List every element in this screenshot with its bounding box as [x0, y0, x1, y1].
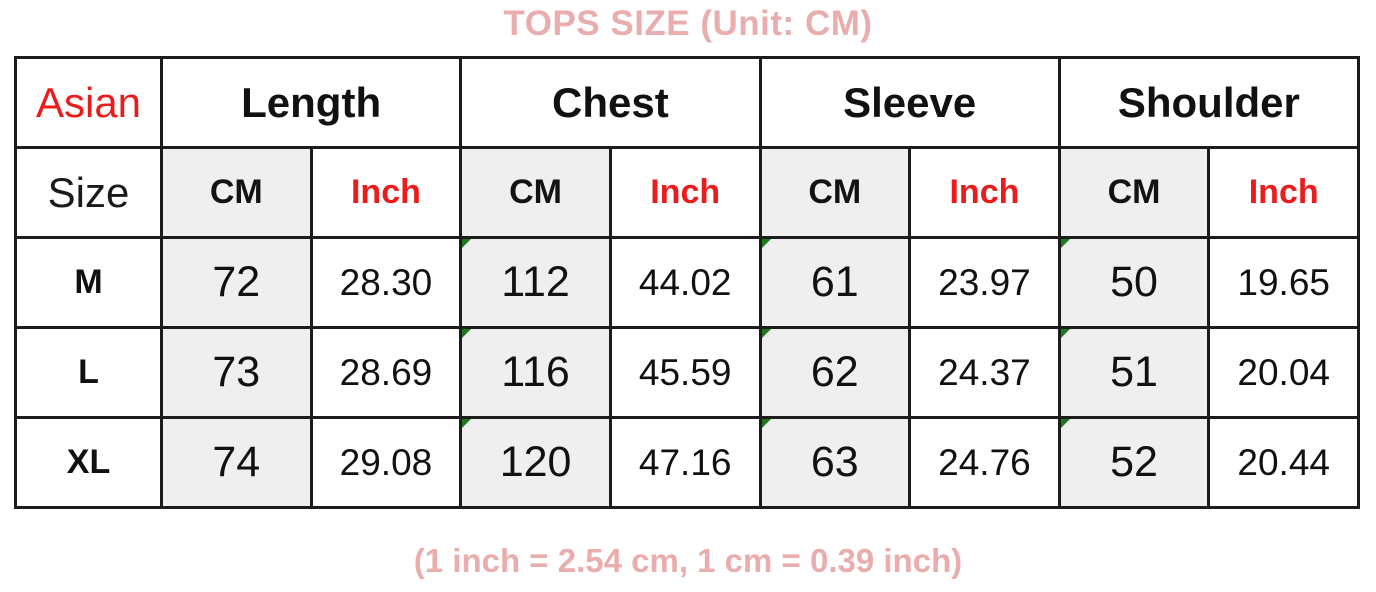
- corner-region-label: Asian: [14, 56, 163, 149]
- table-row-size-l: L 73 28.69 116 45.59 62 24.37 51 20.04: [14, 326, 1360, 419]
- unit-header-chest-inch: Inch: [608, 146, 762, 239]
- table-row-size-xl: XL 74 29.08 120 47.16 63 24.76 52 20.44: [14, 416, 1360, 509]
- size-label-xl: XL: [14, 416, 163, 509]
- cell-m-chest-cm: 112: [459, 236, 612, 329]
- unit-header-sleeve-cm: CM: [758, 146, 912, 239]
- unit-header-shoulder-inch: Inch: [1207, 146, 1360, 239]
- unit-header-chest-cm: CM: [459, 146, 612, 239]
- cell-xl-sleeve-inch: 24.76: [908, 416, 1061, 509]
- group-header-shoulder: Shoulder: [1057, 56, 1361, 149]
- size-label-m: M: [14, 236, 163, 329]
- cell-xl-length-cm: 74: [160, 416, 313, 509]
- cell-l-sleeve-inch: 24.37: [908, 326, 1061, 419]
- corner-size-label: Size: [14, 146, 163, 239]
- cell-xl-shoulder-inch: 20.44: [1207, 416, 1360, 509]
- cell-xl-shoulder-cm: 52: [1057, 416, 1211, 509]
- cell-l-chest-inch: 45.59: [608, 326, 762, 419]
- unit-header-shoulder-cm: CM: [1057, 146, 1211, 239]
- unit-header-length-cm: CM: [160, 146, 313, 239]
- cell-l-chest-cm: 116: [459, 326, 612, 419]
- unit-header-row: Size CM Inch CM Inch CM Inch CM Inch: [14, 146, 1360, 239]
- cell-m-length-inch: 28.30: [309, 236, 463, 329]
- group-header-length: Length: [159, 56, 463, 149]
- group-header-sleeve: Sleeve: [758, 56, 1061, 149]
- cell-l-shoulder-inch: 20.04: [1207, 326, 1360, 419]
- cell-xl-length-inch: 29.08: [309, 416, 463, 509]
- cell-m-sleeve-cm: 61: [758, 236, 912, 329]
- group-header-chest: Chest: [459, 56, 762, 149]
- chart-title: TOPS SIZE (Unit: CM): [503, 4, 873, 43]
- cell-xl-sleeve-cm: 63: [758, 416, 912, 509]
- size-table: Asian Length Chest Sleeve Shoulder Size …: [14, 56, 1361, 509]
- cell-l-length-cm: 73: [160, 326, 313, 419]
- size-label-l: L: [14, 326, 163, 419]
- cell-m-length-cm: 72: [160, 236, 313, 329]
- cell-m-sleeve-inch: 23.97: [908, 236, 1061, 329]
- unit-header-length-inch: Inch: [309, 146, 463, 239]
- table-row-size-m: M 72 28.30 112 44.02 61 23.97 50 19.65: [14, 236, 1360, 329]
- group-header-row: Asian Length Chest Sleeve Shoulder: [14, 56, 1361, 149]
- cell-l-shoulder-cm: 51: [1057, 326, 1211, 419]
- cell-l-length-inch: 28.69: [309, 326, 463, 419]
- cell-m-chest-inch: 44.02: [608, 236, 762, 329]
- conversion-note: (1 inch = 2.54 cm, 1 cm = 0.39 inch): [413, 542, 963, 579]
- cell-xl-chest-cm: 120: [459, 416, 612, 509]
- cell-m-shoulder-inch: 19.65: [1207, 236, 1360, 329]
- cell-xl-chest-inch: 47.16: [608, 416, 762, 509]
- cell-m-shoulder-cm: 50: [1057, 236, 1211, 329]
- cell-l-sleeve-cm: 62: [758, 326, 912, 419]
- unit-header-sleeve-inch: Inch: [908, 146, 1061, 239]
